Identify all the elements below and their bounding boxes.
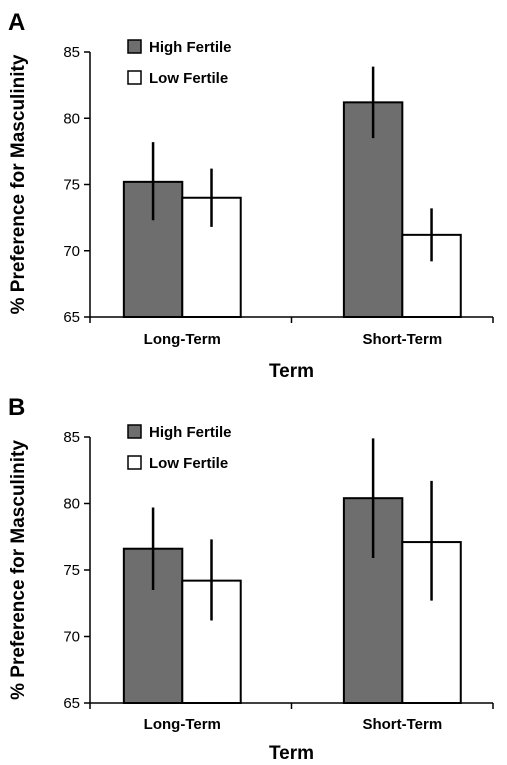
legend-label: Low Fertile [149,70,228,87]
x-tick-label: Long-Term [144,716,221,733]
y-axis-title: % Preference for Masculinity [8,440,29,700]
y-tick-label: 70 [63,243,80,260]
legend-label: High Fertile [149,424,232,441]
chart-panel-b: B 65 70 75 80 85 Long-Term Short-Term Term % Pref… [8,394,494,764]
legend-label: High Fertile [149,39,232,56]
y-tick-label: 75 [63,562,80,579]
y-tick-label: 65 [63,309,80,326]
y-tick-label: 70 [63,629,80,646]
panel-label: B [8,394,25,421]
y-tick-label: 75 [63,177,80,194]
chart-panel-a: A 65 70 75 80 85 Long-Term Short-Term Term % Pref… [8,9,494,382]
y-tick-label: 80 [63,110,80,127]
legend: High Fertile Low Fertile [127,424,232,472]
legend-swatch-high-fertile [127,424,142,439]
y-tick-label: 85 [63,429,80,446]
bar-high-fertile-short-term [342,497,404,704]
x-tick-label: Short-Term [362,716,442,733]
legend: High Fertile Low Fertile [127,39,232,87]
legend-swatch-high-fertile [127,39,142,54]
panel-label: A [8,9,25,36]
y-axis-title: % Preference for Masculinity [8,54,29,314]
y-tick-label: 85 [63,44,80,61]
x-axis-title: Term [269,743,314,764]
legend-swatch-low-fertile [127,455,142,470]
y-tick-label: 65 [63,695,80,712]
x-axis-title: Term [269,361,314,382]
legend-swatch-low-fertile [127,70,142,85]
y-tick-label: 80 [63,496,80,513]
x-tick-label: Long-Term [144,331,221,348]
legend-label: Low Fertile [149,455,228,472]
x-tick-label: Short-Term [362,331,442,348]
